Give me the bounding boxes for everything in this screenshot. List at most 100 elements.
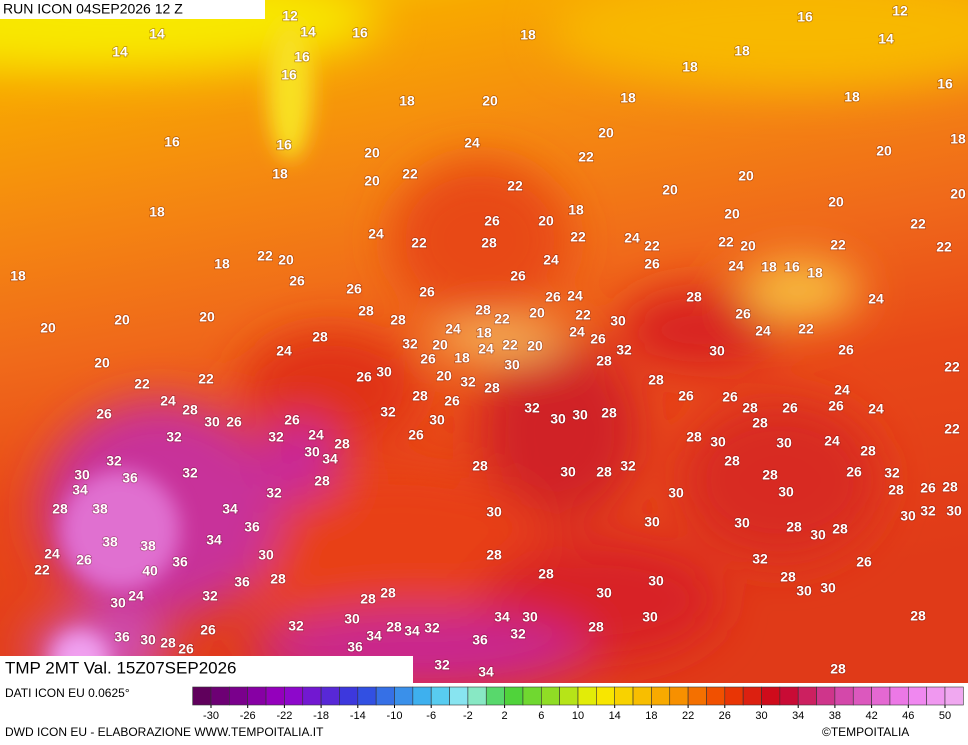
scale-box xyxy=(926,686,946,706)
temperature-label: 38 xyxy=(102,534,118,550)
temperature-label: 28 xyxy=(380,585,396,601)
temperature-label: 30 xyxy=(776,435,792,451)
temperature-label: 30 xyxy=(900,508,916,524)
temperature-label: 28 xyxy=(334,436,350,452)
temperature-label: 30 xyxy=(642,609,658,625)
temperature-label: 32 xyxy=(434,657,450,673)
temperature-label: 32 xyxy=(460,374,476,390)
temperature-label: 30 xyxy=(74,467,90,483)
temperature-label: 18 xyxy=(149,204,165,220)
temperature-label: 26 xyxy=(444,393,460,409)
temperature-label: 20 xyxy=(950,186,966,202)
temperature-label: 28 xyxy=(860,443,876,459)
temperature-label: 30 xyxy=(810,527,826,543)
scale-box xyxy=(889,686,909,706)
run-box xyxy=(0,0,265,19)
temperature-label: 26 xyxy=(782,400,798,416)
scale-tick-label: -6 xyxy=(426,710,436,722)
temperature-label: 22 xyxy=(936,239,952,255)
temperature-label: 30 xyxy=(820,580,836,596)
temperature-label: 32 xyxy=(620,458,636,474)
temperature-label: 26 xyxy=(200,622,216,638)
temperature-label: 32 xyxy=(510,626,526,642)
temperature-label: 26 xyxy=(644,256,660,272)
temperature-label: 20 xyxy=(538,213,554,229)
scale-box xyxy=(632,686,652,706)
temperature-label: 38 xyxy=(140,538,156,554)
scale-box xyxy=(559,686,579,706)
temperature-label: 24 xyxy=(624,230,640,246)
temperature-label: 24 xyxy=(44,546,60,562)
scale-box xyxy=(797,686,817,706)
temperature-label: 32 xyxy=(752,551,768,567)
temperature-label: 22 xyxy=(502,337,518,353)
scale-box xyxy=(504,686,524,706)
scale-box xyxy=(540,686,560,706)
scale-box xyxy=(210,686,230,706)
temperature-label: 34 xyxy=(404,623,420,639)
temperature-label: 24 xyxy=(728,258,744,274)
scale-tick-label: 42 xyxy=(865,710,877,722)
scale-box xyxy=(944,686,964,706)
temperature-label: 28 xyxy=(588,619,604,635)
temperature-label: 26 xyxy=(722,389,738,405)
run-label: RUN ICON 04SEP2026 12 Z xyxy=(3,1,183,17)
scale-tick-label: 14 xyxy=(609,710,621,722)
temperature-label: 30 xyxy=(304,444,320,460)
temperature-label: 28 xyxy=(412,388,428,404)
scale-tick-label: 18 xyxy=(645,710,657,722)
temperature-label: 26 xyxy=(96,406,112,422)
scale-box xyxy=(394,686,414,706)
temperature-label: 18 xyxy=(682,59,698,75)
temperature-label: 32 xyxy=(106,453,122,469)
scale-box xyxy=(779,686,799,706)
scale-box xyxy=(907,686,927,706)
temperature-label: 26 xyxy=(735,306,751,322)
temperature-label: 26 xyxy=(846,464,862,480)
temperature-label: 24 xyxy=(160,393,176,409)
temperature-label: 20 xyxy=(94,355,110,371)
temperature-label: 28 xyxy=(182,402,198,418)
temperature-label: 22 xyxy=(507,178,523,194)
temperature-label: 30 xyxy=(204,414,220,430)
scale-box xyxy=(651,686,671,706)
temperature-label: 30 xyxy=(429,412,445,428)
temperature-label: 32 xyxy=(524,400,540,416)
temperature-label: 28 xyxy=(762,467,778,483)
temperature-label: 16 xyxy=(352,25,368,41)
scale-tick-label: 30 xyxy=(755,710,767,722)
scale-tick-label: -14 xyxy=(350,710,366,722)
temperature-label: 20 xyxy=(436,368,452,384)
temperature-label: 16 xyxy=(164,134,180,150)
scale-tick-label: -10 xyxy=(387,710,403,722)
temperature-label: 22 xyxy=(402,166,418,182)
temperature-label: 28 xyxy=(270,571,286,587)
scale-box xyxy=(742,686,762,706)
temperature-label: 26 xyxy=(408,427,424,443)
temperature-label: 14 xyxy=(149,26,165,42)
temperature-label: 34 xyxy=(494,609,510,625)
temperature-label: 20 xyxy=(876,143,892,159)
temperature-label: 26 xyxy=(284,412,300,428)
scale-tick-label: -2 xyxy=(463,710,473,722)
temperature-label: 36 xyxy=(244,519,260,535)
temperature-label: 28 xyxy=(538,566,554,582)
scale-tick-label: 38 xyxy=(829,710,841,722)
scale-box xyxy=(412,686,432,706)
temperature-label: 28 xyxy=(648,372,664,388)
temperature-label: 16 xyxy=(276,137,292,153)
scale-box xyxy=(761,686,781,706)
temperature-label: 18 xyxy=(568,202,584,218)
temperature-label: 28 xyxy=(484,380,500,396)
scale-box xyxy=(467,686,487,706)
scale-box xyxy=(192,686,212,706)
temperature-label: 22 xyxy=(578,149,594,165)
scale-box xyxy=(302,686,322,706)
temperature-label: 32 xyxy=(920,503,936,519)
temperature-label: 28 xyxy=(472,458,488,474)
temperature-label: 20 xyxy=(114,312,130,328)
temperature-label: 20 xyxy=(199,309,215,325)
temperature-label: 28 xyxy=(686,289,702,305)
temperature-label: 30 xyxy=(610,313,626,329)
temperature-label: 18 xyxy=(761,259,777,275)
